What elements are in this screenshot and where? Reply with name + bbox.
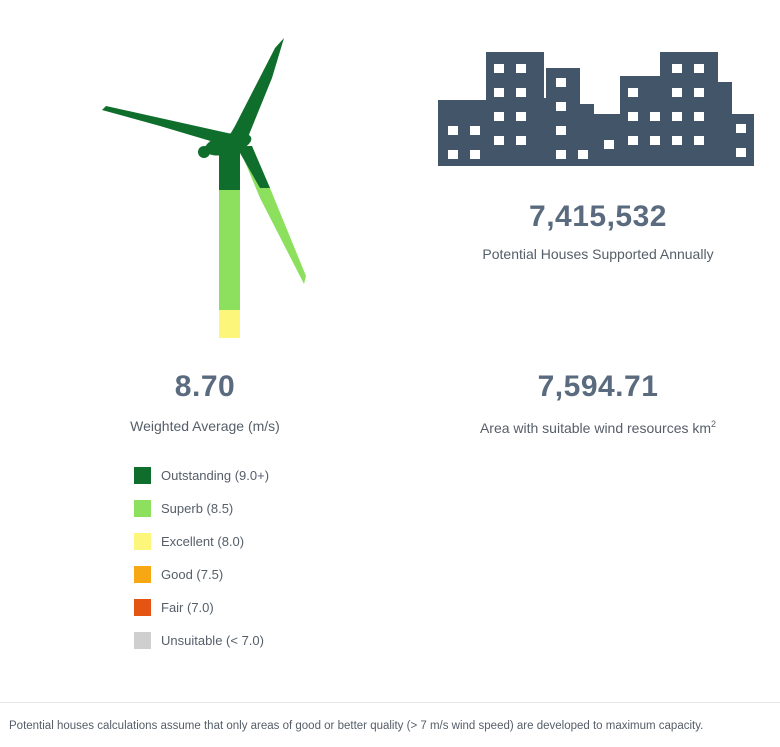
suitable-area-value: 7,594.71 (537, 370, 659, 403)
legend-label: Superb (8.5) (161, 501, 234, 516)
weighted-average-caption: Weighted Average (m/s) (130, 418, 280, 434)
legend-item-unsuitable: Unsuitable (< 7.0) (134, 624, 269, 657)
legend-item-superb: Superb (8.5) (134, 492, 269, 525)
turbine-hub (204, 132, 252, 156)
legend-swatch (134, 599, 151, 616)
legend-swatch (134, 632, 151, 649)
suitable-area-caption-text: Area with suitable wind resources km (479, 420, 712, 436)
legend-item-excellent: Excellent (8.0) (134, 525, 269, 558)
legend-label: Good (7.5) (161, 567, 224, 582)
blade-left (102, 106, 234, 148)
suitable-area-caption: Area with suitable wind resources km2 (448, 419, 748, 436)
legend-swatch (134, 467, 151, 484)
legend-item-good: Good (7.5) (134, 558, 269, 591)
legend-swatch (134, 500, 151, 517)
legend-swatch (134, 566, 151, 583)
legend-item-outstanding: Outstanding (9.0+) (134, 459, 269, 492)
footnote: Potential houses calculations assume tha… (9, 720, 704, 732)
legend-label: Outstanding (9.0+) (161, 468, 270, 483)
turbine-nose (198, 146, 210, 158)
legend-swatch (134, 533, 151, 550)
footer-divider (0, 702, 780, 703)
blade-lower (240, 148, 306, 284)
blade-upper (228, 38, 284, 142)
blade-lower-root (236, 146, 270, 188)
houses-supported-value: 7,415,532 (529, 200, 667, 233)
legend-label: Excellent (8.0) (161, 534, 245, 549)
wind-turbine-icon (102, 38, 306, 338)
houses-supported-caption: Potential Houses Supported Annually (482, 246, 714, 262)
tower-segment-superb (219, 190, 240, 310)
legend-label: Unsuitable (< 7.0) (161, 633, 264, 648)
legend-item-fair: Fair (7.0) (134, 591, 269, 624)
city-buildings-icon (438, 52, 754, 166)
legend-label: Fair (7.0) (161, 600, 214, 615)
tower-segment-excellent (219, 310, 240, 338)
area-unit-superscript: 2 (711, 419, 717, 429)
wind-quality-legend: Outstanding (9.0+) Superb (8.5) Excellen… (134, 459, 269, 657)
weighted-average-value: 8.70 (174, 370, 236, 403)
